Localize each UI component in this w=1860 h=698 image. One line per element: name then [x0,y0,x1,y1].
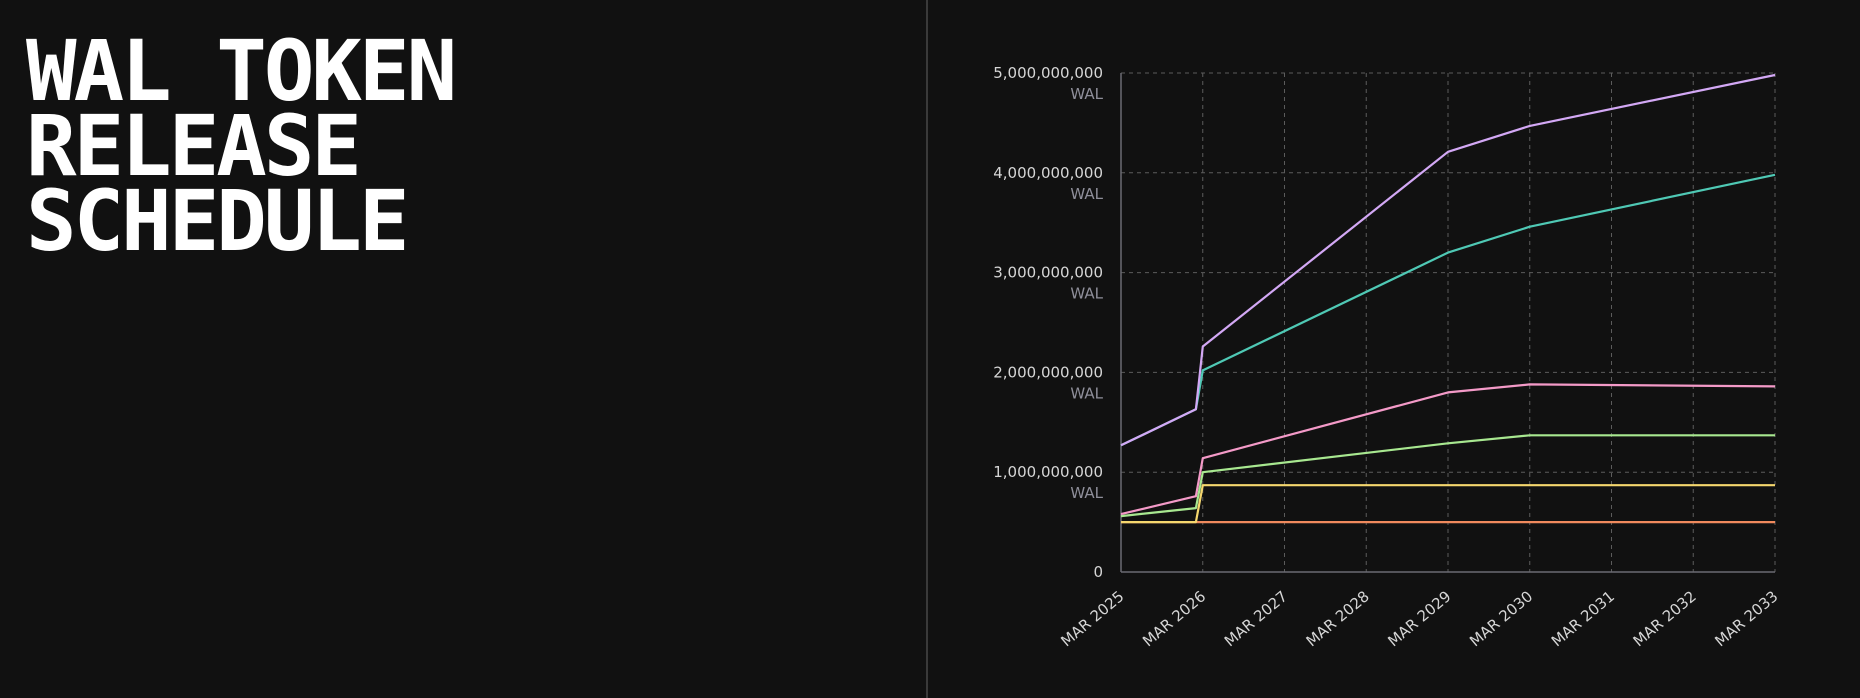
y-axis-ticks: 0 1,000,000,000 WAL 2,000,000,000 WAL 3,000,0… [993,64,1103,581]
title-line-2: RELEASE [26,97,362,195]
y-tick-unit: WAL [1070,285,1103,303]
x-tick-label: MAR 2026 [1139,587,1209,650]
x-tick-label: MAR 2030 [1466,587,1536,650]
y-tick-unit: WAL [1070,484,1103,502]
x-tick-label: MAR 2033 [1711,587,1781,650]
series-line-4 [1120,383,1776,516]
title-line-3: SCHEDULE [26,172,410,270]
y-tick-unit: WAL [1070,185,1103,203]
series-line-6 [1120,73,1776,447]
series-line-2 [1121,484,1775,524]
chart-grid [1121,72,1776,572]
chart-series [1120,73,1776,524]
x-tick-label: MAR 2027 [1221,587,1291,650]
page-title: WAL TOKEN RELEASE SCHEDULE [26,22,457,270]
x-tick-label: MAR 2025 [1057,587,1127,650]
y-tick-label: 2,000,000,000 [993,363,1103,381]
x-tick-label: MAR 2028 [1303,587,1373,650]
x-tick-label: MAR 2031 [1548,587,1618,650]
x-tick-label: MAR 2032 [1630,587,1700,650]
series-line-3 [1120,434,1775,518]
chart-axes [1120,73,1775,573]
x-tick-label: MAR 2029 [1384,587,1454,650]
y-tick-label: 3,000,000,000 [993,264,1103,282]
y-tick-unit: WAL [1070,384,1103,402]
y-tick-label: 5,000,000,000 [993,64,1103,82]
x-axis-ticks: MAR 2025 MAR 2026 MAR 2027 MAR 2028 MAR 2029… [1057,587,1781,650]
y-tick-label: 4,000,000,000 [993,164,1103,182]
y-tick-label: 0 [1093,563,1103,581]
y-tick-unit: WAL [1070,85,1103,103]
title-line-1: WAL TOKEN [26,22,457,120]
panel-divider [926,0,928,698]
y-tick-label: 1,000,000,000 [993,463,1103,481]
